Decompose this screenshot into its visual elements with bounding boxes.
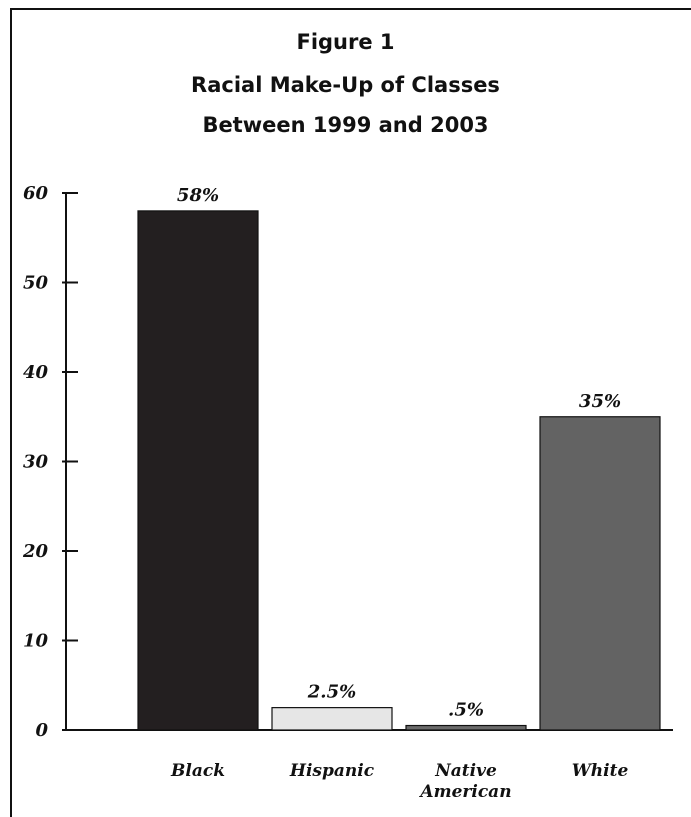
- y-tick-label: 10: [23, 631, 49, 652]
- bar-data-label: .5%: [448, 700, 484, 721]
- bar: [271, 707, 393, 731]
- y-tick-label: 40: [23, 362, 49, 383]
- x-category-label: Hispanic: [289, 761, 375, 781]
- bar-data-label: 2.5%: [307, 682, 356, 703]
- bar-data-label: 35%: [579, 391, 621, 412]
- y-tick-label: 60: [23, 183, 49, 204]
- bar: [405, 724, 527, 731]
- bar: [137, 210, 259, 731]
- chart-title: Figure 1: [296, 30, 395, 54]
- x-category-label: Black: [170, 761, 225, 781]
- y-tick-label: 50: [23, 273, 49, 294]
- chart-subtitle-line-1: Racial Make-Up of Classes: [191, 73, 500, 97]
- bar: [539, 416, 661, 731]
- bar-data-label: 58%: [177, 185, 219, 206]
- x-category-label: Native American: [418, 761, 511, 802]
- y-tick-label: 0: [35, 720, 48, 741]
- chart-subtitle-line-2: Between 1999 and 2003: [202, 113, 489, 137]
- x-category-label: White: [572, 761, 629, 781]
- y-tick-label: 20: [22, 541, 49, 562]
- y-tick-label: 30: [23, 452, 49, 473]
